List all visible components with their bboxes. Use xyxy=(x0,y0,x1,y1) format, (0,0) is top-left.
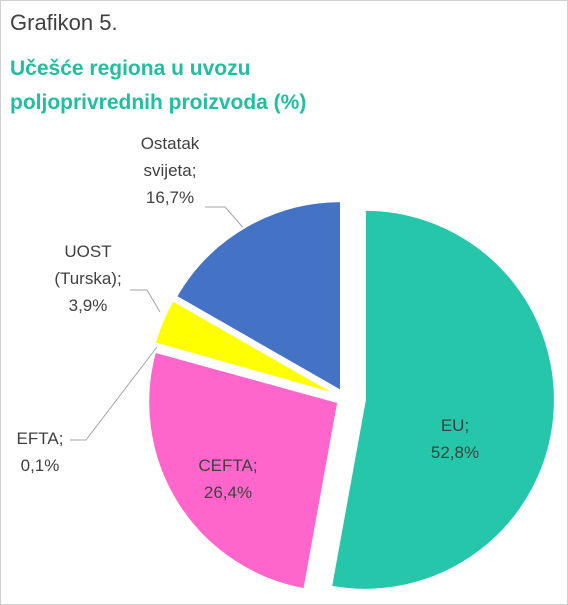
category-label: CEFTA; xyxy=(198,456,258,475)
value-label: 16,7% xyxy=(145,188,195,207)
pie-slice xyxy=(174,200,342,393)
category-label: EFTA; xyxy=(16,429,64,448)
leader-line xyxy=(70,346,158,441)
category-label: Ostatak svijeta; xyxy=(140,134,200,180)
chart-title: Grafikon 5. xyxy=(10,10,118,35)
pie-slice xyxy=(329,208,556,591)
leader-line xyxy=(130,289,161,313)
category-label: EU; xyxy=(440,416,470,435)
data-label: Ostatak svijeta; 16,7% xyxy=(115,130,225,211)
data-label: EFTA; 0,1% xyxy=(0,425,95,479)
data-label: CEFTA; 26,4% xyxy=(173,452,283,506)
category-label: UOST (Turska); xyxy=(54,242,122,288)
chart-subtitle: Učešće regiona u uvozu poljoprivrednih p… xyxy=(10,57,307,114)
leader-line xyxy=(205,206,248,233)
value-label: 52,8% xyxy=(430,443,480,462)
pie-slice xyxy=(153,299,339,396)
data-label: UOST (Turska); 3,9% xyxy=(33,238,143,319)
value-label: 26,4% xyxy=(203,483,253,502)
pie-slice xyxy=(152,342,338,397)
value-label: 3,9% xyxy=(68,296,108,315)
value-label: 0,1% xyxy=(20,456,60,475)
data-label: EU; 52,8% xyxy=(400,412,510,466)
pie-slice xyxy=(147,350,340,591)
